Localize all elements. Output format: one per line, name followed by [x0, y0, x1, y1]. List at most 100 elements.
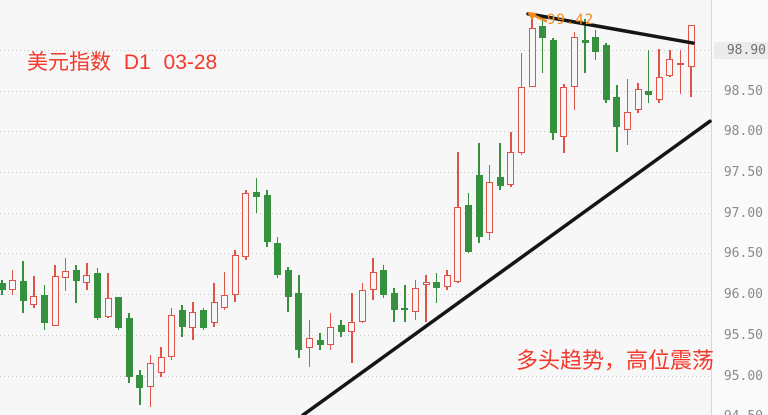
candle-wick	[223, 271, 226, 311]
chart-title: 美元指数 D1 03-28	[27, 51, 218, 74]
candle	[125, 318, 133, 377]
candle-wick	[626, 78, 629, 145]
candle	[401, 307, 409, 311]
candle	[411, 288, 419, 312]
candle	[602, 44, 610, 101]
candle	[136, 375, 144, 389]
candle	[454, 206, 462, 283]
candle	[83, 275, 91, 284]
candle-wick	[658, 48, 660, 104]
candle	[528, 27, 536, 88]
candle	[221, 294, 229, 308]
price-gridline	[0, 131, 711, 133]
price-gridline	[0, 253, 711, 255]
candle	[348, 322, 356, 333]
candle-wick	[541, 18, 544, 74]
price-gridline	[0, 172, 711, 173]
candle	[51, 275, 59, 327]
candle-wick	[404, 284, 406, 323]
price-label: 95.00	[723, 368, 763, 384]
candle	[380, 270, 388, 295]
candle	[507, 152, 515, 185]
candle	[0, 283, 6, 290]
candle	[570, 37, 578, 88]
candle	[9, 279, 17, 290]
price-gridline	[0, 375, 711, 377]
candle	[242, 192, 250, 258]
candle	[263, 195, 271, 242]
candle	[295, 292, 303, 350]
candle	[464, 205, 472, 253]
candle	[199, 310, 207, 328]
candle	[517, 87, 525, 153]
candle	[581, 39, 589, 44]
price-gridline	[0, 90, 711, 92]
candle	[316, 340, 324, 346]
candle	[549, 39, 557, 133]
candle	[358, 289, 366, 323]
candle	[327, 327, 335, 346]
candle	[178, 310, 186, 328]
candle	[189, 311, 197, 328]
price-label: 94.50	[713, 408, 763, 415]
candle	[676, 62, 684, 66]
candle	[72, 270, 80, 281]
price-label: 96.50	[723, 246, 763, 262]
candle	[592, 37, 600, 53]
candle-wick	[33, 275, 35, 308]
candle-wick	[75, 265, 77, 303]
price-label: 97.50	[723, 165, 763, 180]
candle	[475, 174, 483, 237]
price-gridline	[0, 334, 711, 336]
candle	[623, 112, 631, 131]
candle	[443, 275, 451, 288]
candle	[252, 192, 260, 197]
price-label: 96.00	[723, 287, 763, 303]
candle	[157, 357, 165, 373]
trend-annotation: 多头趋势，高位震荡	[516, 348, 715, 373]
price-label: 95.50	[723, 327, 763, 343]
candle	[337, 324, 345, 333]
candle	[422, 282, 430, 285]
price-label: 98.00	[723, 124, 763, 140]
candle	[496, 177, 504, 187]
candle-wick	[107, 272, 109, 319]
candle	[210, 301, 218, 324]
candle	[19, 280, 27, 302]
price-gridline	[0, 49, 711, 51]
candle	[560, 87, 568, 137]
candle	[62, 270, 70, 279]
candle	[486, 182, 494, 233]
candle	[168, 314, 176, 358]
candle	[40, 294, 48, 324]
candle	[146, 362, 154, 388]
candle-wick	[679, 50, 682, 95]
candle	[284, 270, 292, 298]
candle	[30, 296, 38, 306]
price-label: 98.50	[723, 83, 763, 99]
price-axis[interactable]: 98.90 98.50 98.00 97.50 97.00 96.50 96.00 95.50…	[711, 0, 768, 415]
candle-wick	[647, 50, 650, 104]
candle	[613, 96, 621, 127]
peak-high-label: 99.42	[547, 12, 595, 28]
candle	[305, 337, 313, 349]
candle	[274, 243, 282, 276]
candle	[666, 59, 674, 76]
candle	[390, 292, 398, 311]
candle	[655, 77, 663, 101]
candle	[104, 297, 112, 318]
candle	[433, 282, 441, 289]
candle	[634, 88, 642, 110]
candle	[687, 25, 695, 67]
price-label: 97.00	[723, 205, 763, 221]
candle	[115, 297, 123, 328]
candle	[231, 254, 239, 295]
candle-wick	[584, 18, 586, 74]
candle	[539, 25, 547, 39]
current-price-tag: 98.90	[714, 41, 768, 59]
candle	[645, 91, 653, 96]
candle	[93, 272, 101, 319]
candle	[369, 271, 377, 290]
price-gridline	[0, 212, 711, 214]
